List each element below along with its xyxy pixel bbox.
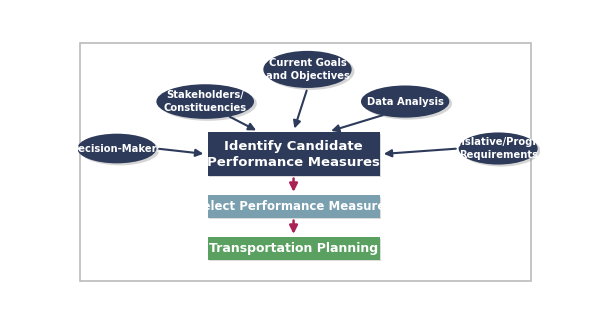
FancyBboxPatch shape — [208, 133, 380, 176]
FancyBboxPatch shape — [80, 43, 531, 281]
Text: Stakeholders/
Constituencies: Stakeholders/ Constituencies — [164, 90, 247, 113]
Ellipse shape — [159, 86, 257, 121]
Ellipse shape — [80, 136, 159, 165]
Text: Decision-Makers: Decision-Makers — [71, 143, 163, 153]
FancyBboxPatch shape — [209, 134, 382, 177]
Text: Current Goals
and Objectives: Current Goals and Objectives — [266, 58, 349, 81]
Ellipse shape — [461, 134, 541, 167]
Ellipse shape — [361, 85, 449, 117]
Ellipse shape — [77, 134, 157, 163]
Ellipse shape — [364, 87, 452, 120]
FancyBboxPatch shape — [209, 197, 382, 219]
Ellipse shape — [157, 84, 254, 119]
FancyBboxPatch shape — [208, 195, 380, 218]
Ellipse shape — [458, 133, 538, 165]
Text: Legislative/Program
Requirements: Legislative/Program Requirements — [442, 137, 555, 160]
Text: Identify Candidate
Performance Measures: Identify Candidate Performance Measures — [207, 140, 380, 169]
Text: Data Analysis: Data Analysis — [367, 97, 443, 107]
Ellipse shape — [263, 51, 352, 88]
Ellipse shape — [266, 53, 355, 90]
FancyBboxPatch shape — [208, 238, 380, 260]
FancyBboxPatch shape — [209, 239, 382, 261]
Text: Select Performance Measures: Select Performance Measures — [194, 200, 393, 213]
Text: Transportation Planning: Transportation Planning — [209, 242, 378, 255]
